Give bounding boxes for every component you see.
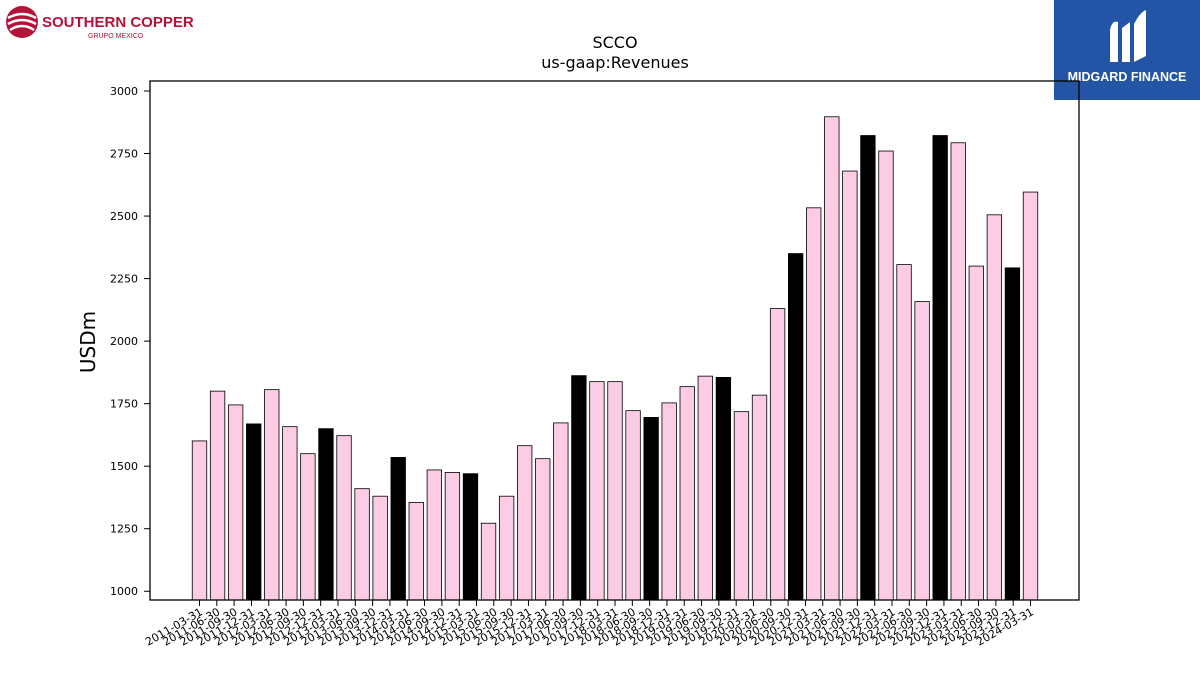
revenue-bar — [408, 502, 424, 601]
revenue-bar — [571, 375, 587, 601]
revenue-bar — [679, 386, 695, 601]
revenue-bar — [336, 435, 352, 601]
revenue-bar — [553, 422, 569, 601]
revenue-bar — [986, 214, 1003, 601]
revenue-bar — [318, 428, 334, 601]
y-axis-label: USDm — [76, 311, 100, 373]
southern-copper-name: SOUTHERN COPPER — [42, 14, 194, 31]
plot-frame — [149, 80, 1080, 601]
y-axis: 1000 1250 1500 1750 2000 2250 2500 2750 3000 — [110, 85, 150, 598]
y-tick-label: 1000 — [110, 585, 138, 598]
revenue-bar — [354, 488, 370, 601]
revenue-bar — [661, 402, 677, 601]
bars-group — [191, 116, 1039, 601]
revenue-bar — [300, 453, 316, 601]
revenue-bar — [209, 390, 226, 601]
southern-copper-logo: SOUTHERN COPPER GRUPO MEXICO — [4, 4, 204, 46]
revenue-bar — [950, 142, 966, 601]
y-tick-label: 1250 — [110, 523, 138, 536]
revenue-bar — [607, 381, 623, 601]
y-tick-label: 3000 — [110, 85, 138, 98]
revenue-bar — [625, 410, 641, 601]
revenue-bar — [896, 264, 912, 601]
chart-title: SCCO — [592, 33, 637, 52]
revenue-bar — [1022, 191, 1039, 601]
revenue-bar — [227, 404, 244, 601]
y-tick-label: 2750 — [110, 148, 138, 161]
revenue-bar — [751, 394, 768, 601]
revenue-bar — [589, 381, 605, 601]
revenue-bar — [824, 116, 840, 601]
revenue-bar — [733, 411, 750, 601]
revenue-bar — [788, 253, 804, 601]
midgard-finance-logo-icon: MIDGARD FINANCE — [1068, 10, 1187, 84]
revenue-bar — [842, 170, 858, 601]
revenue-bar — [697, 375, 713, 601]
y-tick-label: 2250 — [110, 273, 138, 286]
revenue-bar — [426, 469, 442, 601]
grupo-mexico-label: GRUPO MEXICO — [88, 33, 144, 40]
revenue-bar — [643, 417, 659, 601]
revenue-bar — [282, 426, 298, 601]
revenue-bar — [1004, 267, 1021, 601]
revenue-bar — [968, 265, 984, 601]
revenue-bar — [462, 473, 479, 601]
revenue-bar — [390, 457, 406, 601]
y-tick-label: 1500 — [110, 460, 138, 473]
revenue-bar — [914, 301, 930, 601]
revenue-bar — [860, 135, 876, 601]
revenue-bar — [246, 423, 262, 601]
revenue-bar — [444, 472, 461, 601]
revenue-bar — [769, 308, 786, 601]
revenue-bar — [191, 440, 208, 601]
y-tick-label: 2500 — [110, 210, 138, 223]
revenue-bar — [535, 458, 551, 601]
x-axis: 2011-03-312011-06-302011-09-302011-12-31… — [143, 600, 1036, 649]
revenue-bar — [372, 495, 388, 601]
y-tick-label: 1750 — [110, 398, 138, 411]
midgard-finance-name: MIDGARD FINANCE — [1068, 70, 1187, 84]
revenue-bar — [806, 207, 822, 601]
revenue-bar — [498, 495, 515, 601]
southern-copper-logo-icon: SOUTHERN COPPER GRUPO MEXICO — [6, 6, 194, 40]
midgard-finance-logo: MIDGARD FINANCE — [1054, 0, 1200, 100]
revenue-bar — [878, 150, 894, 601]
y-tick-label: 2000 — [110, 335, 138, 348]
revenue-bar — [517, 445, 533, 601]
revenue-bar — [715, 376, 732, 601]
chart-subtitle: us-gaap:Revenues — [541, 53, 689, 72]
revenue-bar — [264, 389, 280, 601]
revenue-bar — [480, 522, 497, 601]
revenue-bar — [932, 135, 948, 601]
